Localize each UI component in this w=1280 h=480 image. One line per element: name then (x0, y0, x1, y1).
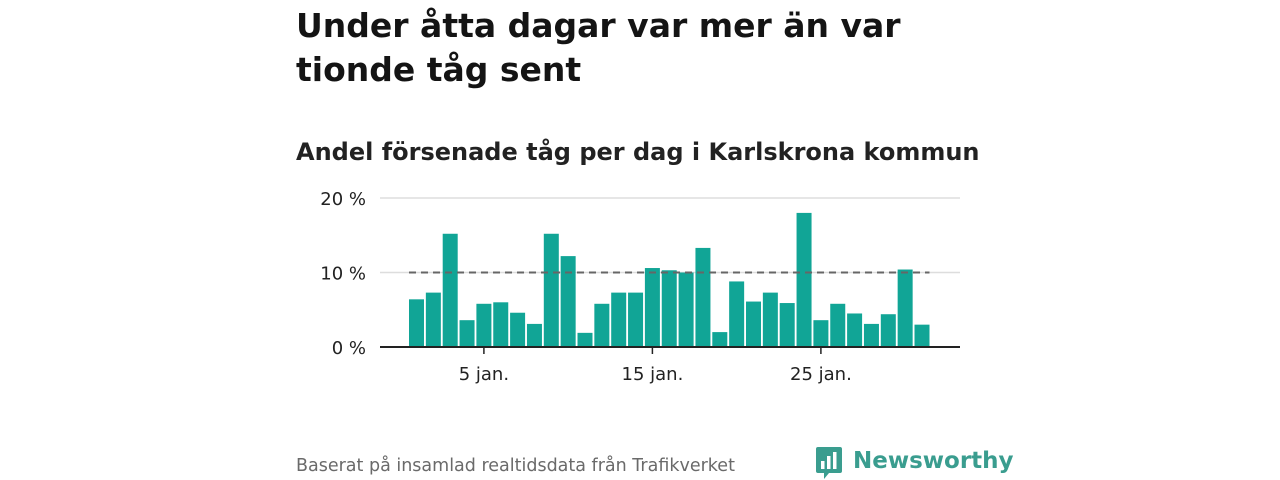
bar (796, 212, 812, 347)
bar (897, 269, 913, 347)
bar (830, 303, 846, 347)
bar (442, 233, 458, 347)
x-tick-label: 5 jan. (459, 364, 509, 385)
bar (459, 320, 475, 347)
bar (577, 332, 593, 347)
brand-name: Newsworthy (853, 448, 1014, 474)
bar (746, 301, 761, 347)
source-note: Baserat på insamlad realtidsdata från Tr… (296, 456, 735, 476)
x-tick-label: 25 jan. (790, 364, 852, 385)
bar (628, 292, 644, 347)
bar (779, 303, 795, 347)
bar (847, 313, 863, 347)
bar (712, 332, 728, 347)
y-tick-label: 0 % (332, 338, 366, 359)
bar (510, 312, 526, 347)
y-tick-label: 20 % (320, 189, 366, 210)
chart-subtitle: Andel försenade tåg per dag i Karlskrona… (296, 138, 980, 166)
bar (476, 303, 492, 347)
bar (661, 270, 677, 347)
y-tick-label: 10 % (320, 264, 366, 285)
chart-title: Under åtta dagar var mer än var tionde t… (296, 6, 901, 89)
bar (560, 256, 576, 347)
bar (880, 314, 896, 347)
x-tick-label: 15 jan. (622, 364, 684, 385)
bar (644, 268, 660, 347)
bar (526, 323, 542, 347)
bar (914, 324, 930, 347)
bar (493, 302, 509, 347)
bar (729, 281, 745, 347)
bar (695, 247, 711, 347)
newsworthy-logo-icon (816, 447, 842, 479)
bar (594, 303, 610, 347)
brand-logo: Newsworthy (815, 446, 1014, 480)
bar (543, 233, 559, 347)
bars (409, 212, 930, 347)
gridlines (380, 197, 960, 274)
bar (813, 320, 829, 347)
bar (611, 292, 627, 347)
bar (863, 323, 879, 347)
bar (425, 292, 441, 347)
bar (409, 299, 424, 347)
bar (678, 272, 694, 347)
axes: 0 % 10 % 20 % 5 jan. 15 jan. 25 jan. (320, 189, 960, 385)
bar (762, 292, 778, 347)
